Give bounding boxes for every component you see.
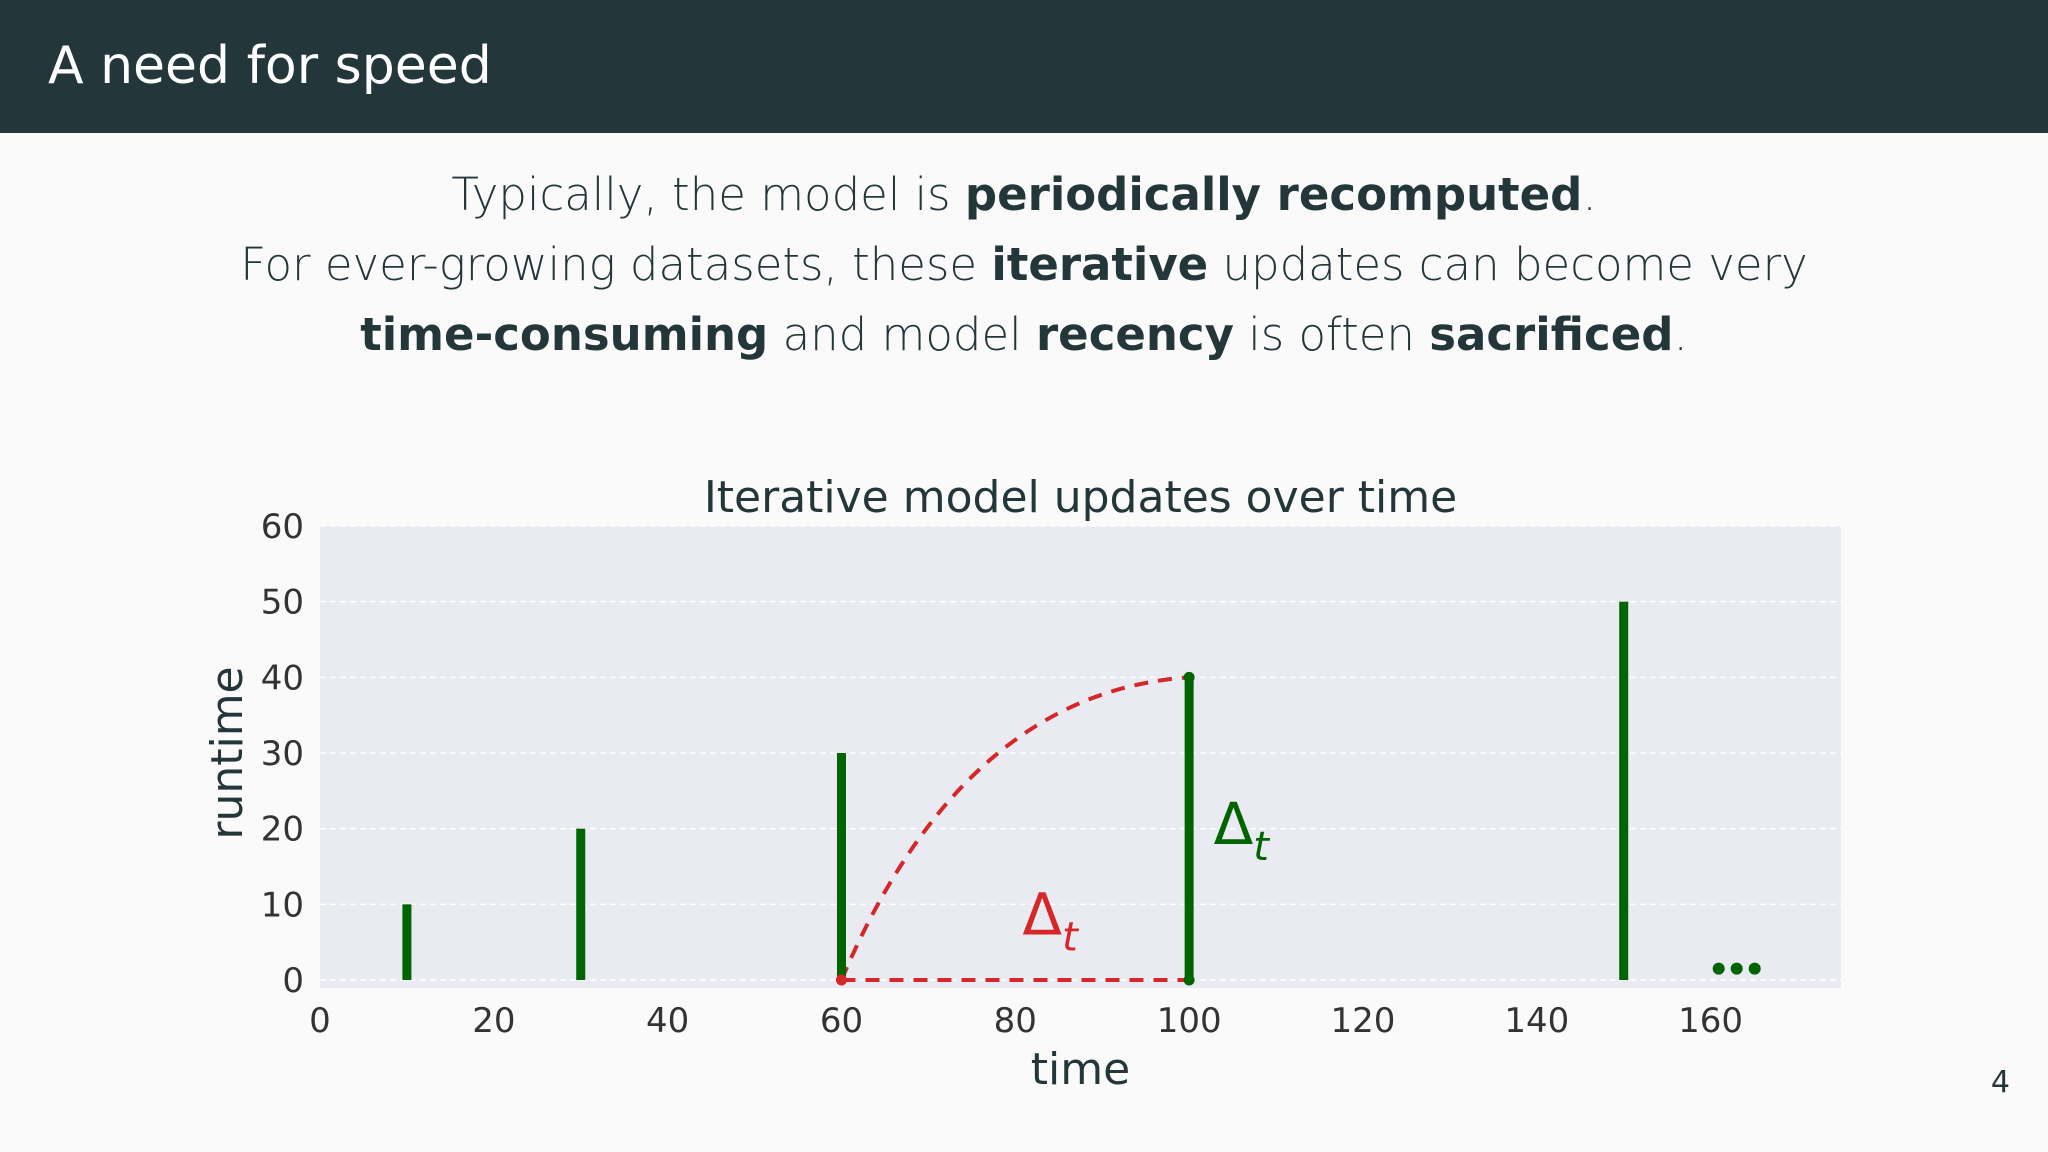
header-bar: A need for speed bbox=[0, 0, 2048, 133]
runtime-bar bbox=[836, 753, 846, 980]
delta-t-green-label-symbol: Δ bbox=[1214, 790, 1254, 858]
ellipsis-dot bbox=[1730, 962, 1743, 975]
runtime-bar bbox=[1184, 677, 1194, 980]
y-tick-label: 20 bbox=[261, 810, 304, 850]
x-axis-label: time bbox=[1031, 1044, 1130, 1095]
x-tick-label: 100 bbox=[1157, 1001, 1222, 1041]
grid-lines bbox=[320, 525, 1841, 981]
chart-title: Iterative model updates over time bbox=[704, 472, 1457, 523]
ellipsis-dot bbox=[1712, 962, 1725, 975]
runtime-bar bbox=[1619, 601, 1629, 980]
bars bbox=[402, 601, 1629, 980]
markers bbox=[835, 671, 1761, 986]
y-tick-label: 50 bbox=[261, 583, 304, 623]
x-tick-label: 120 bbox=[1331, 1001, 1396, 1041]
intro-emphasis: iterative bbox=[991, 238, 1209, 291]
x-tick-label: 60 bbox=[820, 1001, 863, 1041]
slide-title: A need for speed bbox=[48, 36, 492, 96]
curve-end-marker bbox=[1183, 671, 1195, 683]
runtime-growth-curve bbox=[839, 675, 1190, 981]
intro-text-segment: . bbox=[1673, 308, 1688, 361]
intro-text-segment: . bbox=[1582, 168, 1597, 221]
x-tick-label: 80 bbox=[994, 1001, 1037, 1041]
annotation-lines bbox=[839, 675, 1190, 982]
y-tick-label: 60 bbox=[261, 507, 304, 547]
runtime-bar bbox=[402, 904, 412, 980]
delta-t-green-label: Δt bbox=[1214, 790, 1271, 870]
delta-t-red-label-symbol: Δ bbox=[1022, 881, 1062, 949]
gap-end-marker bbox=[1183, 974, 1195, 986]
y-tick-label: 10 bbox=[261, 885, 304, 925]
x-tick-label: 160 bbox=[1678, 1001, 1743, 1041]
intro-line-1: Typically, the model is periodically rec… bbox=[0, 160, 2048, 230]
x-tick-label: 140 bbox=[1504, 1001, 1569, 1041]
curve-start-marker bbox=[835, 974, 847, 986]
intro-text: Typically, the model is periodically rec… bbox=[0, 160, 2048, 370]
intro-text-segment: updates can become very bbox=[1208, 238, 1808, 291]
y-tick-label: 30 bbox=[261, 734, 304, 774]
x-tick-label: 20 bbox=[472, 1001, 515, 1041]
intro-text-segment: is often bbox=[1233, 308, 1430, 361]
y-axis-label: runtime bbox=[202, 666, 253, 839]
intro-emphasis: sacrificed bbox=[1429, 308, 1674, 361]
runtime-bar bbox=[576, 828, 586, 980]
intro-text-segment: Typically, the model is bbox=[451, 168, 965, 221]
page-number: 4 bbox=[1990, 1065, 2010, 1100]
intro-line-3: time-consuming and model recency is ofte… bbox=[0, 300, 2048, 370]
intro-emphasis: recency bbox=[1035, 308, 1234, 361]
y-tick-label: 40 bbox=[261, 658, 304, 698]
ellipsis-dot bbox=[1748, 962, 1761, 975]
intro-text-segment: and model bbox=[768, 308, 1036, 361]
intro-emphasis: time-consuming bbox=[360, 308, 769, 361]
y-tick-label: 0 bbox=[282, 961, 304, 1001]
plot-area bbox=[320, 526, 1841, 988]
intro-text-segment: For ever-growing datasets, these bbox=[240, 238, 992, 291]
delta-t-red-label: Δt bbox=[1022, 881, 1079, 961]
intro-line-2: For ever-growing datasets, these iterati… bbox=[0, 230, 2048, 300]
delta-t-red-label-subscript: t bbox=[1062, 915, 1079, 961]
delta-t-green-label-subscript: t bbox=[1253, 824, 1270, 870]
x-tick-label: 0 bbox=[309, 1001, 331, 1041]
tick-labels: 0 10 20 30 40 50 60 0 20 40 60 80 100 120 140 160 bbox=[261, 507, 1743, 1041]
x-tick-label: 40 bbox=[646, 1001, 689, 1041]
intro-emphasis: periodically recomputed bbox=[964, 168, 1583, 221]
